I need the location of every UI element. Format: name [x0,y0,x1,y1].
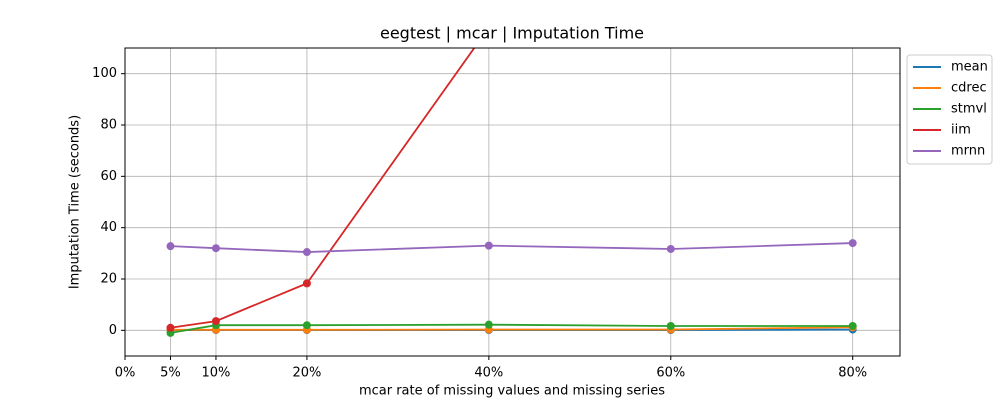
data-point [166,323,175,332]
axes-frame [124,47,901,357]
x-tick-label: 60% [656,366,685,381]
data-point [484,241,493,250]
data-point [848,321,857,330]
x-tick-label: 20% [292,366,321,381]
x-tick-label: 10% [202,366,231,381]
data-point [211,244,220,253]
plot-area [166,48,857,337]
legend-label: cdrec [951,81,987,96]
legend-label: mean [951,60,988,75]
series-line [170,326,853,331]
y-tick-label: 0 [109,323,117,338]
series-line [170,242,853,253]
legend: mean cdrec stmvl iim mrnn [906,54,993,165]
data-point [302,279,311,288]
data-point [666,321,675,330]
x-tick-label: 0% [115,366,136,381]
y-axis-label: Imputation Time (seconds) [68,115,83,289]
x-tick-label: 40% [474,366,503,381]
data-point [302,321,311,330]
series-line [170,48,476,329]
data-point [848,239,857,248]
data-point [211,317,220,326]
y-tick-label: 20 [100,272,117,287]
x-tick-label: 5% [160,366,181,381]
grid [124,48,900,356]
y-tick-label: 100 [92,66,117,81]
y-tick-label: 40 [100,220,117,235]
data-point [484,320,493,329]
chart-title: eegtest | mcar | Imputation Time [380,24,644,43]
legend-box [906,54,993,165]
legend-label: stmvl [951,102,987,117]
legend-label: mrnn [951,144,985,159]
data-point [666,244,675,253]
data-point [302,248,311,257]
series-line [170,323,853,334]
y-tick-label: 60 [100,169,117,184]
y-tick-label: 80 [100,118,117,133]
x-axis-label: mcar rate of missing values and missing … [359,384,665,399]
legend-label: iim [951,123,971,138]
data-point [166,242,175,251]
x-tick-label: 80% [838,366,867,381]
